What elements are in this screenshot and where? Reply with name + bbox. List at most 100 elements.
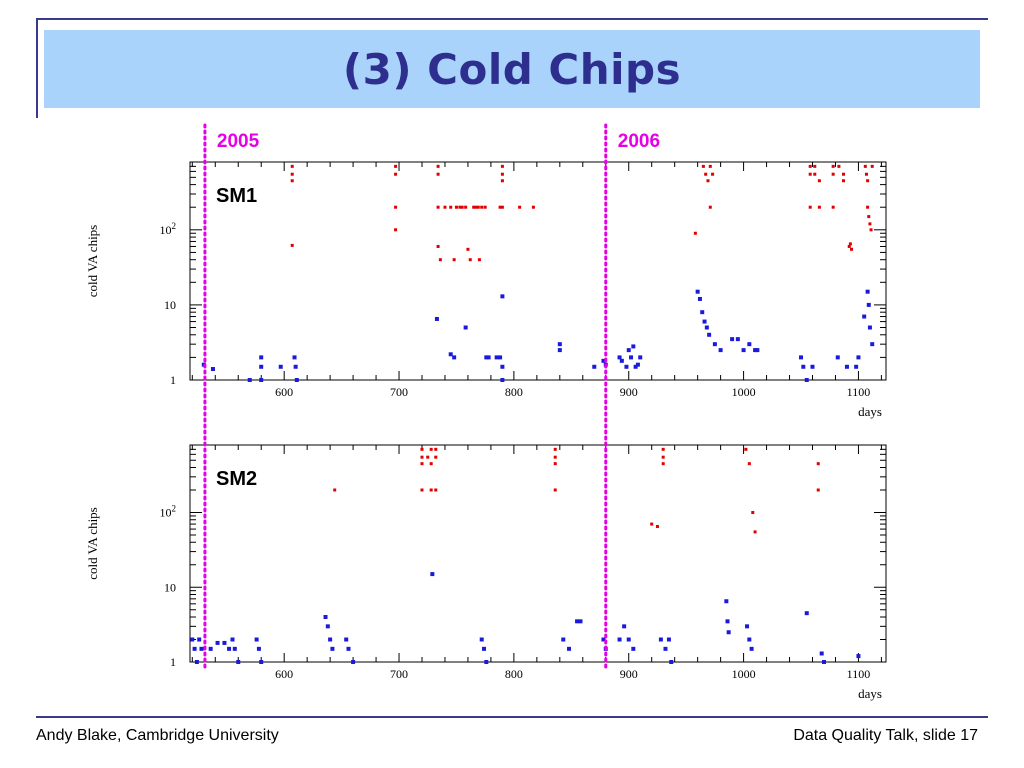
data-point-red xyxy=(831,205,835,209)
data-point-blue xyxy=(749,646,754,651)
data-point-red xyxy=(458,205,462,209)
data-point-blue xyxy=(695,289,700,294)
data-point-blue xyxy=(479,637,484,642)
data-point-red xyxy=(333,488,337,492)
data-point-red xyxy=(480,205,484,209)
data-point-red xyxy=(477,258,481,262)
data-point-blue xyxy=(498,355,503,360)
data-point-blue xyxy=(666,637,671,642)
data-point-red xyxy=(443,205,447,209)
footer-author: Andy Blake, Cambridge University xyxy=(36,727,279,744)
data-point-blue xyxy=(726,630,731,635)
data-point-red xyxy=(466,247,470,251)
data-point-blue xyxy=(804,378,809,382)
data-point-blue xyxy=(486,355,491,360)
slide-frame-left xyxy=(36,18,38,118)
data-point-blue xyxy=(810,364,815,369)
data-point-blue xyxy=(617,355,622,360)
data-point-blue xyxy=(865,289,870,294)
data-point-red xyxy=(452,258,456,262)
data-point-red xyxy=(460,205,464,209)
data-point-red xyxy=(290,164,294,168)
y-tick-label: 10 xyxy=(164,298,176,312)
data-point-blue xyxy=(210,367,215,372)
data-point-blue xyxy=(254,637,259,642)
data-point-red xyxy=(863,164,867,168)
data-point-red xyxy=(429,488,433,492)
data-point-red xyxy=(553,488,557,492)
data-point-red xyxy=(711,172,715,176)
data-point-red xyxy=(808,172,812,176)
y-axis-title: cold VA chips xyxy=(85,225,100,297)
data-point-blue xyxy=(819,651,824,656)
data-point-blue xyxy=(712,342,717,347)
data-point-red xyxy=(420,462,424,466)
y-tick-label: 1 xyxy=(170,373,176,387)
data-point-blue xyxy=(619,358,624,363)
data-point-red xyxy=(290,172,294,176)
slide-title: (3) Cold Chips xyxy=(342,44,682,94)
data-point-blue xyxy=(704,325,709,330)
data-point-red xyxy=(817,205,821,209)
data-point-blue xyxy=(835,355,840,360)
data-point-red xyxy=(842,179,846,183)
data-point-blue xyxy=(222,640,227,645)
data-point-blue xyxy=(463,325,468,330)
data-point-red xyxy=(661,447,665,451)
data-point-red xyxy=(434,488,438,492)
data-point-blue xyxy=(870,342,875,347)
data-point-red xyxy=(394,205,398,209)
data-point-red xyxy=(870,164,874,168)
data-point-blue xyxy=(500,378,505,382)
data-point-red xyxy=(436,164,440,168)
data-point-blue xyxy=(557,342,562,347)
x-tick-label: 700 xyxy=(390,385,408,399)
data-point-red xyxy=(866,205,870,209)
data-point-red xyxy=(454,205,458,209)
data-point-red xyxy=(420,447,424,451)
data-point-red xyxy=(744,447,748,451)
x-tick-label: 1100 xyxy=(847,385,871,399)
data-point-blue xyxy=(633,364,638,369)
data-point-red xyxy=(868,222,872,226)
data-point-blue xyxy=(626,637,631,642)
x-tick-label: 900 xyxy=(620,667,638,681)
y-axis-title: cold VA chips xyxy=(85,507,100,579)
data-point-blue xyxy=(617,637,622,642)
data-point-blue xyxy=(294,378,299,382)
data-point-blue xyxy=(578,619,583,624)
data-point-blue xyxy=(862,314,867,319)
data-point-blue xyxy=(259,378,264,382)
data-point-blue xyxy=(330,646,335,651)
data-point-blue xyxy=(215,640,220,645)
x-tick-label: 1000 xyxy=(732,667,756,681)
y-tick-label: 102 xyxy=(160,504,177,520)
data-point-blue xyxy=(259,355,264,360)
data-point-red xyxy=(531,205,535,209)
data-point-blue xyxy=(702,319,707,324)
data-point-blue xyxy=(259,364,264,369)
data-point-red xyxy=(808,164,812,168)
data-point-blue xyxy=(452,355,457,360)
data-point-blue xyxy=(669,660,674,664)
data-point-red xyxy=(751,511,755,515)
footer-divider xyxy=(36,716,988,718)
data-point-blue xyxy=(866,302,871,307)
data-point-red xyxy=(837,164,841,168)
data-point-blue xyxy=(725,619,730,624)
data-point-blue xyxy=(844,364,849,369)
data-point-red xyxy=(650,522,654,526)
data-point-blue xyxy=(624,364,629,369)
data-point-red xyxy=(848,242,852,246)
data-point-red xyxy=(436,172,440,176)
data-point-blue xyxy=(753,348,758,353)
data-point-red xyxy=(290,179,294,183)
data-point-red xyxy=(864,172,868,176)
x-tick-label: 900 xyxy=(620,385,638,399)
data-point-blue xyxy=(631,344,636,349)
data-point-blue xyxy=(328,637,333,642)
data-point-red xyxy=(474,205,478,209)
data-point-red xyxy=(847,244,851,248)
data-point-red xyxy=(438,258,442,262)
